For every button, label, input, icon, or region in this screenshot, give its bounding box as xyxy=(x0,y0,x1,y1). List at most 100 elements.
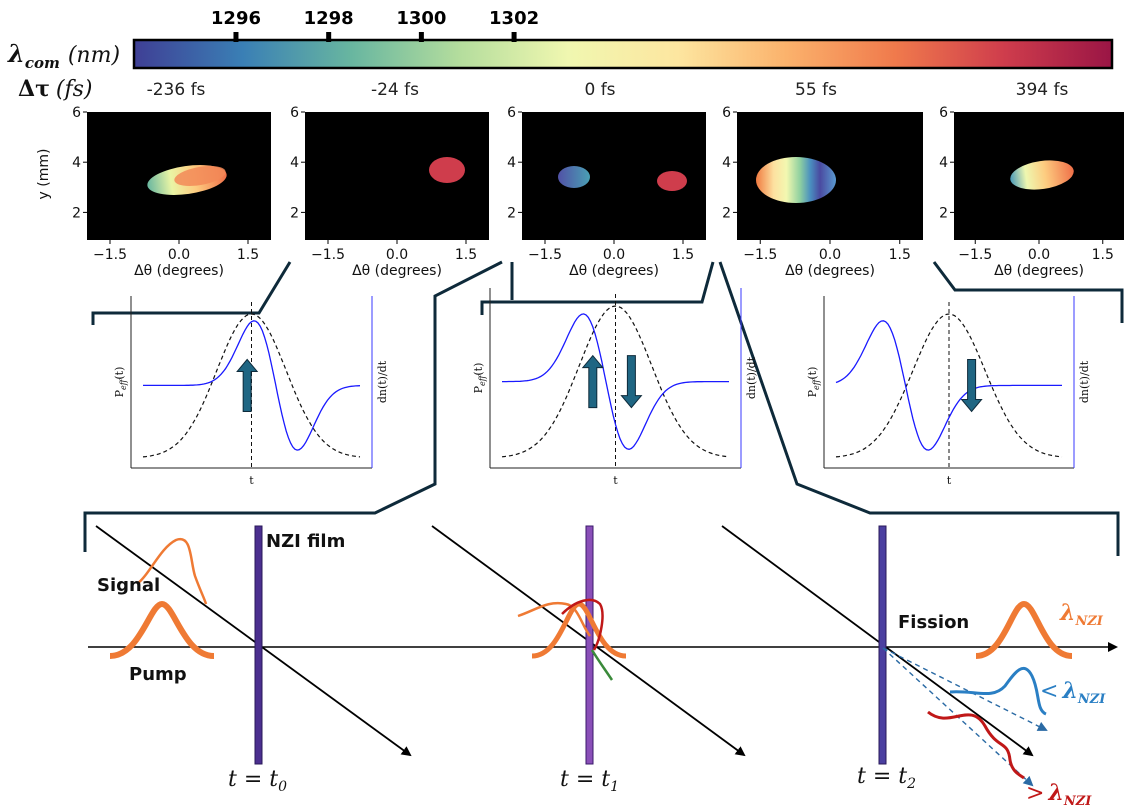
delay-value-4: 394 fs xyxy=(1016,80,1069,100)
panel-0-blob-core xyxy=(174,166,226,186)
y-tick-label: 4 xyxy=(290,155,299,171)
y-tick-label: 2 xyxy=(290,205,299,221)
plot-x-label: t xyxy=(613,474,618,487)
connectors xyxy=(83,260,1124,556)
time-label-0-sub: 0 xyxy=(278,779,287,795)
y-tick-label: 4 xyxy=(72,155,81,171)
image-panel-2 xyxy=(522,112,706,240)
x-tick-label: 0.0 xyxy=(386,247,408,263)
plot-left-label: Peff(t) xyxy=(806,367,821,398)
panel-3-axes: 2 4 6 −1.5 0.0 1.5 Δθ (degrees) xyxy=(722,105,911,279)
colorbar-label-unit: (nm) xyxy=(68,43,120,68)
y-tick-label: 2 xyxy=(72,205,81,221)
colorbar-tick-mark xyxy=(326,32,332,42)
time-label-0-prefix: t = t xyxy=(228,767,278,792)
panel-3-blob xyxy=(756,157,836,203)
delay-label-unit: (fs) xyxy=(56,77,93,102)
x-tick-label: 0.0 xyxy=(819,247,841,263)
colorbar-label-symbol: λ xyxy=(7,39,25,68)
delay-value-3: 55 fs xyxy=(795,80,837,100)
lambda-less-sub: NZI xyxy=(1077,692,1106,707)
colorbar-tick-mark xyxy=(418,32,424,42)
panel-4-axes: 2 4 6 −1.5 0.0 1.5 Δθ (degrees) xyxy=(939,105,1114,279)
down-arrow-icon xyxy=(960,358,983,413)
x-axis-label: Δθ (degrees) xyxy=(785,263,875,279)
plot-left-label-main: P xyxy=(472,385,485,393)
plot-left-label-main: P xyxy=(806,389,819,397)
panels-ylabel: y (mm) xyxy=(36,149,52,200)
plot-left-label-tail: (t) xyxy=(806,367,819,380)
colorbar-tick-mark xyxy=(233,32,239,42)
panel-2-blob-right xyxy=(657,171,687,191)
panel-axes: 2 4 6 −1.5 0.0 1.5 Δθ (degrees) 2 4 6 −1.5 0.0 1.5 Δθ… xyxy=(72,105,1114,279)
colorbar-tick-label: 1298 xyxy=(304,8,354,29)
connector-plot-1-right xyxy=(480,261,715,315)
colorbar-tick-label: 1296 xyxy=(211,8,261,29)
plot-right-label: dn(t)/dt xyxy=(745,356,758,399)
colorbar-label-sub: com xyxy=(25,54,60,72)
y-tick-label: 6 xyxy=(939,105,948,121)
x-tick-label: 1.5 xyxy=(455,247,477,263)
up-arrow-icon xyxy=(236,358,259,412)
dashed-blue-path xyxy=(882,647,1048,731)
plot-left-label-tail: (t) xyxy=(113,367,126,380)
colorbar-tick-label: 1300 xyxy=(396,8,446,29)
connector-bottom-right xyxy=(718,261,1120,556)
colorbar-label: λcom (nm) xyxy=(7,39,120,72)
delay-label: Δτ (fs) xyxy=(18,76,92,102)
y-tick-label: 6 xyxy=(722,105,731,121)
signal-pulse-1 xyxy=(517,601,592,637)
time-label-2-sub: 2 xyxy=(906,776,916,792)
panel-0-axes: 2 4 6 −1.5 0.0 1.5 Δθ (degrees) xyxy=(72,105,259,279)
greater-than-symbol: > xyxy=(1026,781,1044,806)
colorbar-tick-label: 1302 xyxy=(489,8,539,29)
lambda-greater-symbol: λ xyxy=(1047,780,1063,806)
nzi-film-1 xyxy=(585,525,594,765)
y-tick-label: 2 xyxy=(722,205,731,221)
delay-row: Δτ (fs) -236 fs -24 fs 0 fs 55 fs 394 fs xyxy=(18,76,1068,102)
plot-left-label-sub: eff xyxy=(478,374,487,386)
plot-left-label-sub: eff xyxy=(812,378,821,390)
blue-fission-pulse xyxy=(949,666,1047,716)
time-label-1-prefix: t = t xyxy=(560,767,610,792)
plot-left-label-main: P xyxy=(113,389,126,397)
colorbar: λcom (nm) 1296 1298 1300 1302 xyxy=(7,8,1114,72)
x-tick-label: 1.5 xyxy=(889,247,911,263)
power-curve xyxy=(501,305,730,458)
power-curve xyxy=(835,313,1063,458)
pulse-plot-0: Peff(t) dn(t)/dt t xyxy=(113,296,389,487)
colorbar-ticks: 1296 1298 1300 1302 xyxy=(211,8,539,42)
panel-2-axes: 2 4 6 −1.5 0.0 1.5 Δθ (degrees) xyxy=(507,105,694,279)
x-tick-label: −1.5 xyxy=(311,247,345,263)
nzi-film-label: NZI film xyxy=(266,531,345,552)
panel-4-blob xyxy=(1010,160,1074,190)
signal-pulse-0 xyxy=(136,537,208,605)
x-tick-label: 0.0 xyxy=(1028,247,1050,263)
beam-2 xyxy=(721,525,1034,757)
down-arrow-icon xyxy=(620,355,643,409)
nzi-film-2 xyxy=(878,525,887,765)
index-derivative-curve xyxy=(502,313,729,450)
time-label-2: t = t2 xyxy=(857,764,916,792)
colorbar-tick-mark xyxy=(511,32,517,42)
time-label-1-sub: 1 xyxy=(610,779,619,795)
less-than-symbol: < xyxy=(1040,679,1058,704)
y-tick-label: 2 xyxy=(939,205,948,221)
panel-1-blob xyxy=(429,157,465,183)
lambda-less-symbol: λ xyxy=(1061,678,1077,704)
x-axis-label: Δθ (degrees) xyxy=(134,263,224,279)
plot-left-label: Peff(t) xyxy=(113,367,128,398)
x-tick-label: 0.0 xyxy=(168,247,190,263)
y-tick-label: 2 xyxy=(507,205,516,221)
x-axis-label: Δθ (degrees) xyxy=(994,263,1084,279)
red-fission-pulse xyxy=(927,710,1025,780)
lambda-nzi-sub: NZI xyxy=(1074,614,1103,629)
image-panel-0 xyxy=(87,112,271,240)
schematic: NZI film Signal Pump Fission λNZI < λNZI … xyxy=(88,525,1118,807)
pump-pulse-0 xyxy=(109,600,215,659)
plot-left-label-sub: eff xyxy=(119,378,128,390)
pulse-plot-2: Peff(t) dn(t)/dt t xyxy=(806,296,1091,487)
signal-label: Signal xyxy=(97,575,160,596)
